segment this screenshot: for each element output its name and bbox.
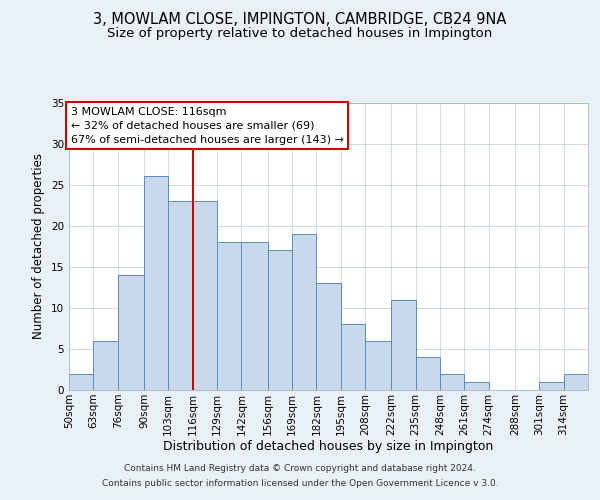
X-axis label: Distribution of detached houses by size in Impington: Distribution of detached houses by size … bbox=[163, 440, 494, 454]
Bar bbox=[365, 340, 391, 390]
Bar bbox=[539, 382, 563, 390]
Text: Size of property relative to detached houses in Impington: Size of property relative to detached ho… bbox=[107, 28, 493, 40]
Bar bbox=[94, 340, 118, 390]
Text: Contains public sector information licensed under the Open Government Licence v : Contains public sector information licen… bbox=[101, 479, 499, 488]
Bar bbox=[341, 324, 365, 390]
Bar bbox=[316, 283, 341, 390]
Bar bbox=[241, 242, 268, 390]
Bar bbox=[118, 275, 144, 390]
Bar bbox=[193, 201, 217, 390]
Bar bbox=[416, 357, 440, 390]
Text: 3, MOWLAM CLOSE, IMPINGTON, CAMBRIDGE, CB24 9NA: 3, MOWLAM CLOSE, IMPINGTON, CAMBRIDGE, C… bbox=[94, 12, 506, 28]
Bar bbox=[69, 374, 94, 390]
Bar bbox=[292, 234, 316, 390]
Text: 3 MOWLAM CLOSE: 116sqm
← 32% of detached houses are smaller (69)
67% of semi-det: 3 MOWLAM CLOSE: 116sqm ← 32% of detached… bbox=[71, 106, 344, 144]
Bar bbox=[464, 382, 488, 390]
Bar bbox=[144, 176, 169, 390]
Bar bbox=[169, 201, 193, 390]
Bar bbox=[217, 242, 241, 390]
Bar bbox=[391, 300, 416, 390]
Bar bbox=[563, 374, 588, 390]
Text: Contains HM Land Registry data © Crown copyright and database right 2024.: Contains HM Land Registry data © Crown c… bbox=[124, 464, 476, 473]
Y-axis label: Number of detached properties: Number of detached properties bbox=[32, 153, 46, 340]
Bar bbox=[268, 250, 292, 390]
Bar bbox=[440, 374, 464, 390]
